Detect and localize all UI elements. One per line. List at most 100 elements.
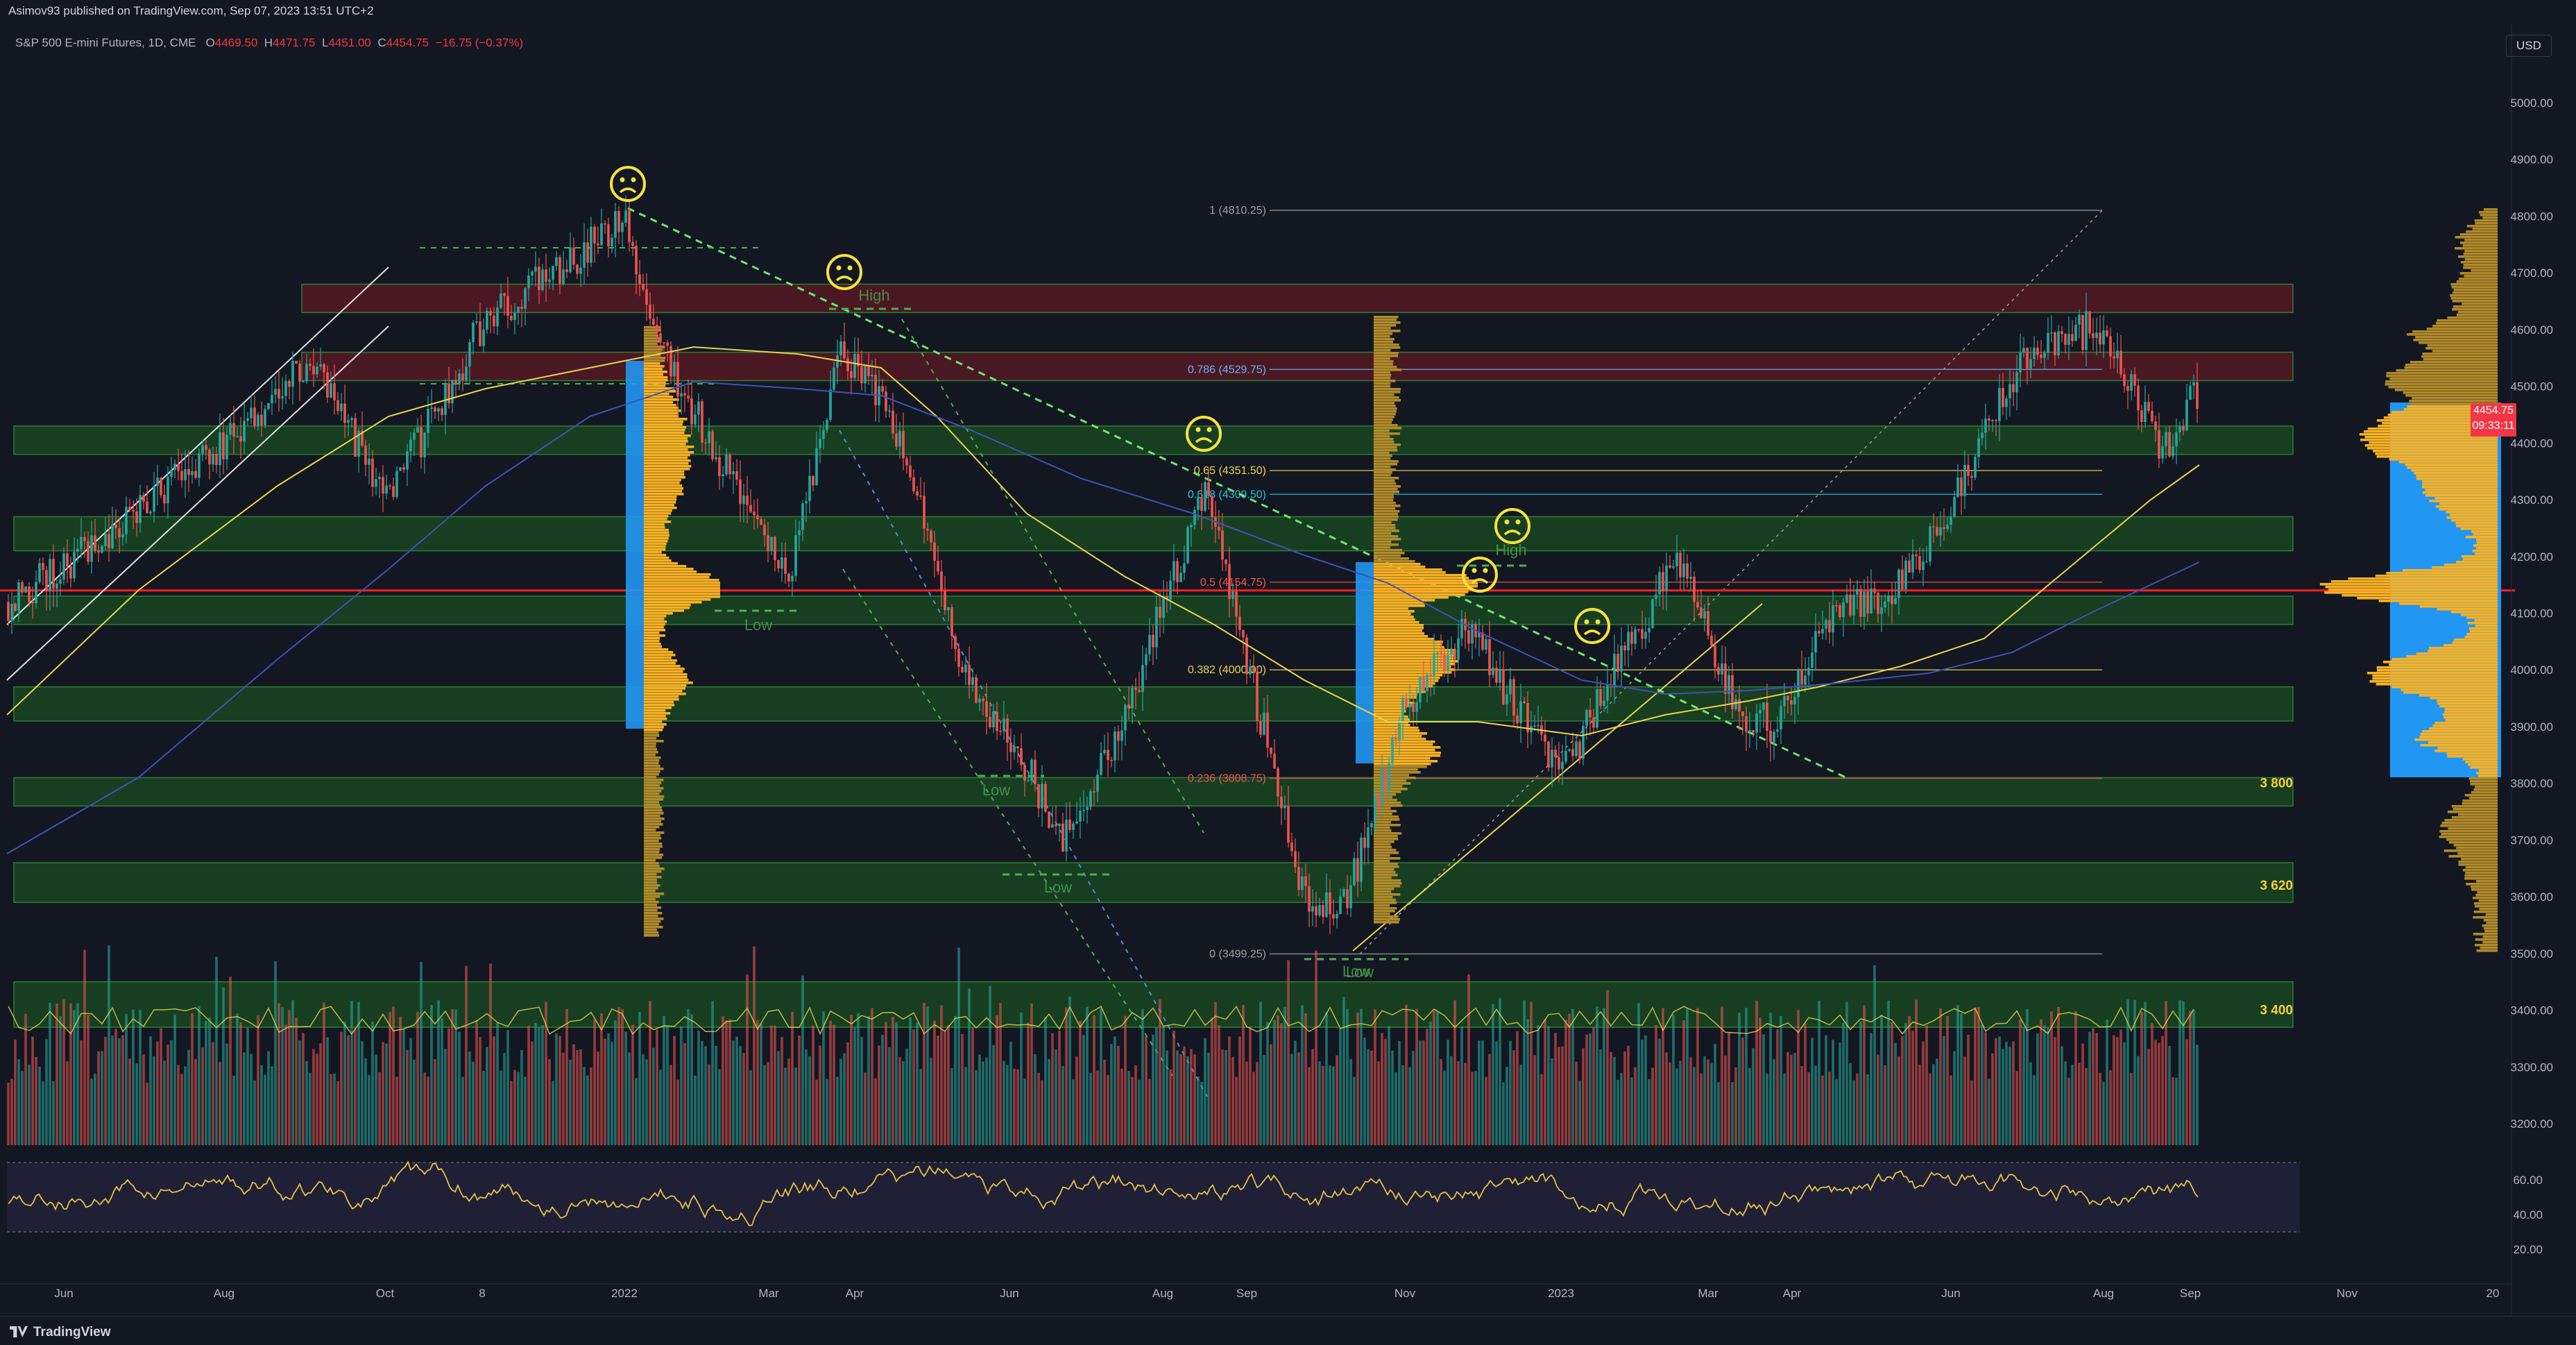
- composite-row: [2458, 813, 2498, 816]
- profile-row: [644, 554, 667, 557]
- volume-bar: [996, 1015, 998, 1145]
- candle-body: [1703, 611, 1706, 618]
- profile-row: [1374, 382, 1391, 385]
- candle: [590, 217, 592, 268]
- candle: [441, 405, 443, 421]
- composite-row: [2439, 836, 2498, 838]
- profile-row: [1374, 552, 1405, 555]
- candle: [659, 320, 662, 350]
- candle: [69, 556, 72, 588]
- candle-body: [1304, 876, 1307, 886]
- volume-bar: [2130, 1072, 2133, 1145]
- candle-body: [756, 515, 759, 520]
- candle: [1179, 566, 1182, 582]
- tradingview-logo[interactable]: TradingView: [10, 1325, 111, 1340]
- candle-body: [389, 485, 391, 487]
- candle-body: [1897, 569, 1900, 598]
- profile-row: [644, 704, 675, 707]
- candle-body: [316, 366, 318, 375]
- volume-bar: [2022, 1027, 2025, 1145]
- profile-row: [644, 657, 672, 659]
- candle: [2015, 355, 2018, 411]
- candle-body: [1533, 725, 1536, 727]
- candle-body: [558, 257, 561, 285]
- volume-bar: [1346, 1008, 1349, 1145]
- volume-bar: [1221, 1049, 1224, 1145]
- volume-bar: [642, 1054, 645, 1145]
- volume-bar: [1093, 1015, 1095, 1145]
- currency-button[interactable]: USD: [2506, 35, 2552, 57]
- candle-body: [114, 525, 117, 529]
- volume-bar: [69, 1003, 72, 1145]
- candle-body: [90, 535, 93, 562]
- profile-row: [1374, 374, 1392, 377]
- candle: [101, 545, 103, 554]
- low-value: 4451.00: [328, 36, 371, 49]
- volume-bar: [406, 1049, 409, 1145]
- volume-bar: [1637, 1003, 1640, 1145]
- profile-row: [1374, 860, 1390, 863]
- candle: [1967, 455, 1970, 487]
- profile-row: [644, 448, 688, 451]
- candle-body: [722, 474, 724, 476]
- volume-bar: [392, 1006, 395, 1145]
- profile-row: [644, 756, 661, 759]
- volume-bar: [101, 1051, 103, 1145]
- composite-row: [2475, 894, 2498, 897]
- volume-bar: [2081, 1043, 2084, 1145]
- profile-row: [1374, 857, 1401, 860]
- profile-row: [1374, 663, 1456, 666]
- candle: [777, 559, 780, 573]
- profile-row: [1374, 768, 1418, 771]
- profile-row: [1374, 327, 1391, 330]
- candle: [1218, 509, 1220, 539]
- candle: [864, 364, 867, 393]
- volume-bar: [645, 1059, 648, 1145]
- candle-body: [1013, 746, 1016, 752]
- volume-bar: [2074, 1010, 2077, 1145]
- sad-face-eye: [847, 265, 853, 271]
- profile-row: [1374, 588, 1474, 591]
- composite-row: [2471, 886, 2498, 888]
- composite-row: [2461, 858, 2498, 861]
- candle-body: [1561, 761, 1564, 770]
- candle-body: [1596, 688, 1598, 728]
- volume-bar: [1606, 990, 1609, 1145]
- profile-row: [644, 790, 662, 793]
- volume-bar: [1977, 1007, 1980, 1145]
- volume-bar: [416, 1011, 419, 1145]
- volume-bar: [191, 1013, 194, 1145]
- candle: [2067, 316, 2070, 360]
- volume-bar: [1617, 1079, 1619, 1145]
- candle-body: [975, 677, 978, 703]
- volume-bar: [555, 1033, 558, 1145]
- profile-row: [1374, 813, 1392, 815]
- profile-row: [644, 723, 667, 726]
- volume-bar: [222, 987, 225, 1145]
- candle-body: [798, 530, 801, 536]
- candle: [14, 602, 17, 612]
- candle-body: [31, 602, 34, 604]
- candle: [635, 240, 638, 294]
- volume-bar: [1363, 1038, 1366, 1145]
- candle: [1332, 899, 1335, 926]
- profile-row: [1374, 316, 1399, 319]
- profile-row: [644, 570, 697, 573]
- profile-row: [1374, 535, 1399, 538]
- composite-row: [2372, 675, 2498, 677]
- candle: [2123, 368, 2126, 393]
- candle-body: [1450, 649, 1453, 655]
- candle-body: [149, 511, 152, 514]
- volume-bar: [177, 1065, 180, 1145]
- candle: [1547, 741, 1550, 772]
- composite-row: [2452, 308, 2498, 311]
- candle-body: [1734, 699, 1737, 709]
- composite-row: [2466, 225, 2498, 228]
- volume-bar: [1457, 1060, 1460, 1145]
- candle-body: [687, 395, 690, 399]
- candle-body: [774, 536, 776, 561]
- candle-body: [108, 534, 110, 549]
- volume-bar: [1564, 1020, 1567, 1145]
- candle: [170, 456, 173, 486]
